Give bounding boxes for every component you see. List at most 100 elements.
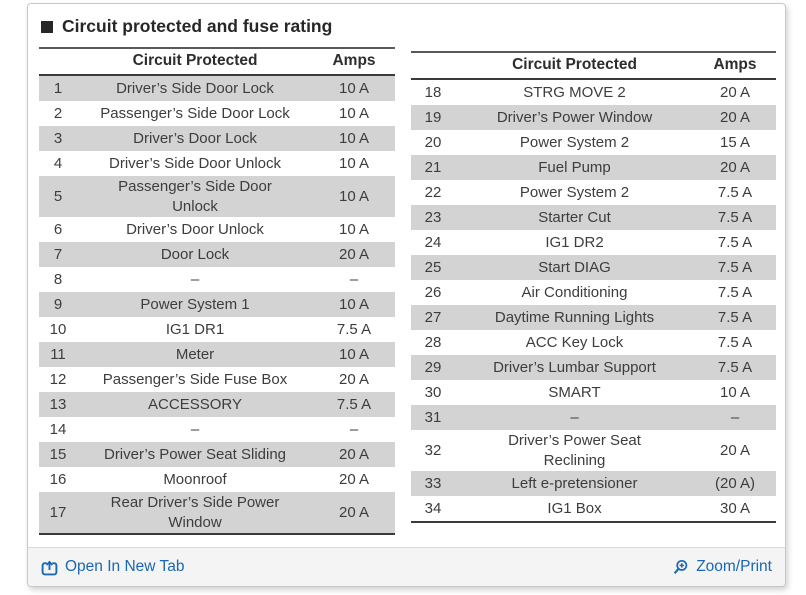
fuse-number-cell: 17 <box>39 492 77 535</box>
fuse-number-cell: 10 <box>49 320 67 338</box>
amps-cell: 7.5 A <box>717 183 753 201</box>
amps-cell: 10 A <box>339 79 370 97</box>
table-row: 32 Driver’s Power Seat Reclining 20 A <box>411 430 776 471</box>
fuse-number-cell: 5 <box>53 187 63 205</box>
fuse-table-left-body: 1 Driver’s Side Door Lock 10 A 2 Passenger’s… <box>39 75 396 535</box>
circuit-cell: IG1 DR1 <box>165 320 225 338</box>
section-title-row: Circuit protected and fuse rating <box>28 4 785 42</box>
column-header-amps: Amps <box>694 51 776 80</box>
amps-cell: 20 A <box>339 445 370 463</box>
open-in-new-tab-link[interactable]: Open In New Tab <box>41 558 184 576</box>
column-header-circuit: Circuit Protected <box>77 47 314 76</box>
fuse-number-cell: 34 <box>411 496 456 523</box>
table-row: 34 IG1 Box 30 A <box>411 496 776 523</box>
table-row: 25 Start DIAG 7.5 A <box>411 255 776 280</box>
circuit-cell: – <box>190 270 200 288</box>
section-square-icon <box>41 20 53 33</box>
circuit-cell: Fuel Pump <box>538 158 611 176</box>
circuit-cell: Driver’s Side Door Lock <box>116 79 274 97</box>
column-header-number <box>411 51 456 80</box>
table-row: 2 Passenger’s Side Door Lock 10 A <box>39 101 395 126</box>
amps-cell: – <box>349 420 359 438</box>
circuit-cell: Power System 2 <box>519 183 630 201</box>
zoom-print-link[interactable]: Zoom/Print <box>672 558 772 576</box>
amps-cell: 7.5 A <box>717 233 753 251</box>
amps-cell: 20 A <box>313 492 396 535</box>
circuit-cell: Rear Driver’s Side Power Window <box>77 492 314 535</box>
circuit-cell: SMART <box>548 383 601 401</box>
amps-cell: 20 A <box>339 245 370 263</box>
fuse-number-cell: 26 <box>424 283 442 301</box>
circuit-cell: Moonroof <box>163 470 227 488</box>
fuse-number-cell: 4 <box>53 154 63 172</box>
amps-cell: 7.5 A <box>336 395 372 413</box>
amps-cell: 10 A <box>719 383 751 401</box>
fuse-number-cell: 21 <box>424 158 442 176</box>
table-header-row: Circuit Protected Amps <box>39 47 396 76</box>
circuit-cell: Starter Cut <box>538 208 611 226</box>
fuse-number-cell: 24 <box>424 233 442 251</box>
fuse-number-cell: 14 <box>49 420 67 438</box>
table-row: 27 Daytime Running Lights 7.5 A <box>411 305 776 330</box>
fuse-number-cell: 27 <box>424 308 442 326</box>
amps-cell: 20 A <box>339 370 370 388</box>
fuse-number-cell: 19 <box>424 108 442 126</box>
fuse-number-cell: 8 <box>53 270 63 288</box>
circuit-cell: Driver’s Power Seat Reclining <box>508 432 641 469</box>
open-in-new-tab-label: Open In New Tab <box>65 558 185 575</box>
fuse-number-cell: 23 <box>424 208 442 226</box>
table-row: 23 Starter Cut 7.5 A <box>411 205 776 230</box>
table-row: 6 Driver’s Door Unlock 10 A <box>39 217 395 242</box>
amps-cell: 15 A <box>719 133 751 151</box>
table-row: 17 Rear Driver’s Side Power Window 20 A <box>39 492 396 535</box>
amps-cell: 10 A <box>339 129 370 147</box>
amps-cell: 30 A <box>694 496 776 523</box>
amps-cell: 7.5 A <box>717 283 753 301</box>
fuse-number-cell: 7 <box>53 245 63 263</box>
fuse-table-right-body: 18 STRG MOVE 2 20 A 19 Driver’s Power Window… <box>411 79 776 523</box>
fuse-number-cell: 6 <box>53 220 63 238</box>
amps-cell: 20 A <box>719 83 751 101</box>
fuse-table-left: Circuit Protected Amps 1 Driver’s Side Do… <box>39 47 396 535</box>
amps-cell: 10 A <box>339 220 370 238</box>
table-row: 7 Door Lock 20 A <box>39 242 396 267</box>
amps-cell: 20 A <box>719 441 751 459</box>
circuit-cell: – <box>190 420 200 438</box>
table-row: 28 ACC Key Lock 7.5 A <box>411 330 776 355</box>
circuit-cell: Driver’s Power Seat Sliding <box>103 445 287 463</box>
fuse-number-cell: 20 <box>424 133 442 151</box>
circuit-cell: Daytime Running Lights <box>494 308 655 326</box>
circuit-cell: Start DIAG <box>538 258 611 276</box>
amps-cell: 10 A <box>339 295 370 313</box>
circuit-cell: Passenger’s Side Fuse Box <box>102 370 288 388</box>
table-row: 22 Power System 2 7.5 A <box>411 180 776 205</box>
circuit-cell: Passenger’s Side Door Unlock <box>118 178 272 215</box>
table-row: 4 Driver’s Side Door Unlock 10 A <box>39 151 395 176</box>
fuse-number-cell: 9 <box>53 295 63 313</box>
fuse-number-cell: 33 <box>424 474 442 492</box>
table-row: 33 Left e-pretensioner (20 A) <box>411 471 776 496</box>
amps-cell: 7.5 A <box>717 258 753 276</box>
amps-cell: – <box>349 270 359 288</box>
circuit-cell: Left e-pretensioner <box>511 474 638 492</box>
amps-cell: 10 A <box>339 345 370 363</box>
amps-cell: 10 A <box>339 104 370 122</box>
table-row: 30 SMART 10 A <box>411 380 776 405</box>
table-row: 1 Driver’s Side Door Lock 10 A <box>39 75 396 101</box>
circuit-cell: Meter <box>175 345 215 363</box>
fuse-table-right: Circuit Protected Amps 18 STRG MOVE 2 20 A… <box>411 51 776 523</box>
circuit-cell: Driver’s Side Door Unlock <box>109 154 282 172</box>
circuit-cell: IG1 DR2 <box>545 233 604 251</box>
amps-cell: 20 A <box>719 158 751 176</box>
circuit-cell: STRG MOVE 2 <box>523 83 626 101</box>
fuse-number-cell: 30 <box>424 383 442 401</box>
table-row: 19 Driver’s Power Window 20 A <box>411 105 776 130</box>
table-row: 26 Air Conditioning 7.5 A <box>411 280 776 305</box>
viewer-footer-bar: Open In New Tab Zoom/Print <box>28 547 785 586</box>
fuse-number-cell: 25 <box>424 258 442 276</box>
table-row: 8 – – <box>39 267 395 292</box>
circuit-cell: IG1 Box <box>455 496 694 523</box>
fuse-number-cell: 11 <box>50 345 66 363</box>
table-row: 18 STRG MOVE 2 20 A <box>411 79 776 105</box>
table-row: 13 ACCESSORY 7.5 A <box>39 392 396 417</box>
